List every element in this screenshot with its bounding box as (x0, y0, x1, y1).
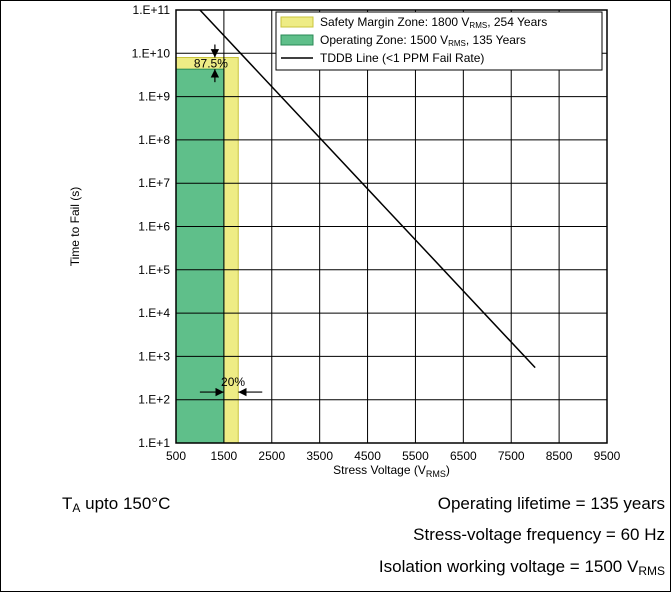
x-axis-title: Stress Voltage (VRMS) (333, 463, 450, 479)
y-tick-label: 1.E+4 (138, 306, 170, 320)
legend-swatch-2 (280, 34, 314, 46)
y-tick-label: 1.E+10 (132, 46, 171, 60)
y-tick-label: 1.E+3 (138, 349, 170, 363)
x-tick-label: 500 (166, 449, 186, 463)
annotation-20: 20% (221, 375, 245, 389)
y-tick-label: 1.E+1 (138, 436, 170, 450)
x-tick-label: 4500 (354, 449, 381, 463)
tddb-line (199, 9, 536, 369)
x-tick-label: 2500 (258, 449, 285, 463)
lifetime-note: Operating lifetime = 135 years (437, 494, 665, 513)
y-tick-label: 1.E+11 (133, 3, 171, 17)
y-tick-label: 1.E+9 (138, 90, 170, 104)
y-tick-label: 1.E+7 (138, 176, 170, 190)
isolation-voltage-note: Isolation working voltage = 1500 VRMS (378, 557, 665, 578)
legend-label-1: Safety Margin Zone: 1800 VRMS, 254 Years (320, 15, 547, 30)
temperature-note: TA upto 150°C (62, 494, 171, 515)
legend-label-2: Operating Zone: 1500 VRMS, 135 Years (320, 33, 526, 48)
plot-area-border (175, 9, 608, 444)
y-tick-label: 1.E+6 (138, 220, 170, 234)
legend-swatch-1 (280, 16, 314, 28)
x-tick-label: 6500 (450, 449, 477, 463)
x-tick-label: 1500 (211, 449, 238, 463)
y-tick-label: 1.E+8 (138, 133, 170, 147)
x-tick-label: 8500 (546, 449, 573, 463)
x-tick-label: 5500 (402, 449, 429, 463)
x-tick-label: 3500 (306, 449, 333, 463)
legend-box (275, 11, 603, 71)
y-axis-title: Time to Fail (s) (68, 187, 82, 267)
zone-area-2 (175, 68, 225, 444)
legend-label-3: TDDB Line (<1 PPM Fail Rate) (320, 51, 484, 65)
frequency-note: Stress-voltage frequency = 60 Hz (413, 525, 665, 544)
y-tick-label: 1.E+2 (138, 393, 170, 407)
annotation-87-5: 87.5% (194, 56, 228, 70)
x-tick-label: 7500 (498, 449, 525, 463)
y-tick-label: 1.E+5 (138, 263, 170, 277)
x-tick-label: 9500 (594, 449, 621, 463)
